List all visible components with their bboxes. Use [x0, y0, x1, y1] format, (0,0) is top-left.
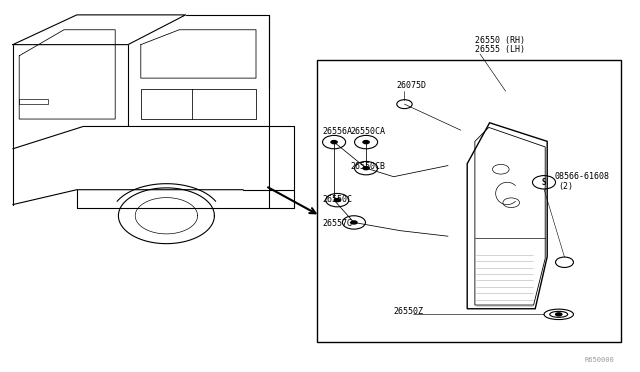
Circle shape	[555, 312, 563, 317]
Bar	[317, 60, 621, 342]
Text: R650000: R650000	[585, 357, 614, 363]
Text: 26550CB: 26550CB	[351, 162, 386, 171]
Circle shape	[362, 166, 370, 170]
Text: 26550C: 26550C	[323, 195, 353, 204]
Text: S: S	[541, 178, 547, 187]
Circle shape	[330, 140, 338, 144]
Text: 26550CA: 26550CA	[351, 127, 386, 136]
Text: 26556A: 26556A	[323, 127, 353, 136]
Text: 26550Z: 26550Z	[393, 307, 423, 316]
Text: 26075D: 26075D	[397, 81, 427, 90]
Text: 26557G: 26557G	[323, 219, 353, 228]
Circle shape	[333, 198, 341, 202]
Text: (2): (2)	[558, 182, 573, 191]
Bar	[19, 99, 48, 104]
Text: 26555 (LH): 26555 (LH)	[475, 45, 525, 54]
Text: 26550 (RH): 26550 (RH)	[475, 36, 525, 45]
Text: 08566-61608: 08566-61608	[554, 172, 609, 181]
Circle shape	[362, 140, 370, 144]
Circle shape	[350, 220, 358, 225]
